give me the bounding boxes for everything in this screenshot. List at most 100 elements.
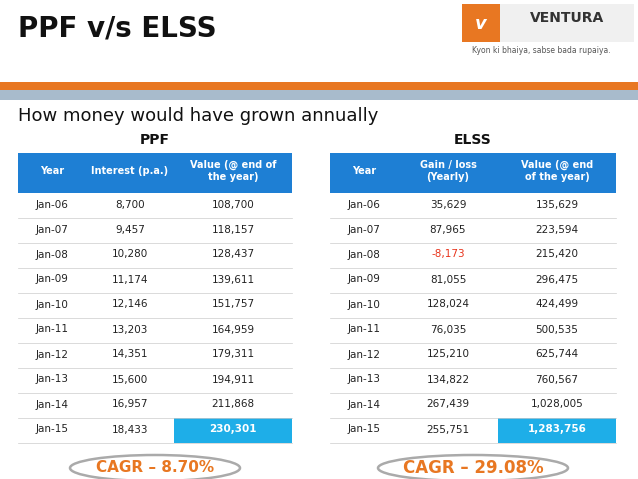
Text: 87,965: 87,965 [430, 225, 466, 235]
Bar [18, 268, 292, 293]
Bar [462, 4, 500, 42]
Text: 11,174: 11,174 [112, 274, 148, 285]
Bar [174, 418, 292, 443]
Text: 35,629: 35,629 [430, 199, 466, 209]
Text: 8,700: 8,700 [115, 199, 145, 209]
Bar [330, 193, 616, 218]
Text: 296,475: 296,475 [535, 274, 579, 285]
Text: 10,280: 10,280 [112, 250, 148, 260]
Bar [18, 153, 292, 193]
Text: 255,751: 255,751 [426, 424, 470, 434]
Text: 81,055: 81,055 [430, 274, 466, 285]
Text: Jan-14: Jan-14 [36, 399, 68, 410]
Text: 18,433: 18,433 [112, 424, 148, 434]
Text: PPF v/s ELSS: PPF v/s ELSS [18, 14, 217, 42]
Text: 12,146: 12,146 [112, 299, 148, 309]
Text: Jan-09: Jan-09 [36, 274, 68, 285]
Text: Kyon ki bhaiya, sabse bada rupaiya.: Kyon ki bhaiya, sabse bada rupaiya. [472, 46, 611, 55]
Text: Jan-11: Jan-11 [348, 324, 380, 334]
Text: 118,157: 118,157 [211, 225, 255, 235]
Text: 424,499: 424,499 [535, 299, 579, 309]
Bar [330, 318, 616, 343]
Ellipse shape [378, 455, 568, 479]
Text: 15,600: 15,600 [112, 375, 148, 385]
Text: VENTURA: VENTURA [530, 11, 604, 25]
Text: Jan-15: Jan-15 [348, 424, 380, 434]
Bar [462, 4, 634, 42]
Bar [330, 368, 616, 393]
Bar [0, 90, 638, 100]
Bar [330, 243, 616, 268]
Text: 76,035: 76,035 [430, 324, 466, 334]
Text: Jan-12: Jan-12 [36, 350, 68, 360]
Text: 134,822: 134,822 [426, 375, 470, 385]
Text: 125,210: 125,210 [426, 350, 470, 360]
Text: CAGR – 29.08%: CAGR – 29.08% [403, 459, 544, 477]
Bar [330, 418, 616, 443]
Bar [330, 293, 616, 318]
Text: 135,629: 135,629 [535, 199, 579, 209]
Text: How money would have grown annually: How money would have grown annually [18, 107, 378, 125]
Text: Value (@ end of
the year): Value (@ end of the year) [189, 160, 276, 182]
Bar [498, 418, 616, 443]
Text: Jan-08: Jan-08 [36, 250, 68, 260]
Text: Jan-10: Jan-10 [36, 299, 68, 309]
Text: 164,959: 164,959 [211, 324, 255, 334]
Text: 9,457: 9,457 [115, 225, 145, 235]
Bar [18, 193, 292, 218]
Text: 625,744: 625,744 [535, 350, 579, 360]
Text: 500,535: 500,535 [535, 324, 579, 334]
Bar [18, 418, 292, 443]
Text: ELSS: ELSS [454, 133, 492, 147]
Text: Jan-09: Jan-09 [348, 274, 380, 285]
Text: -8,173: -8,173 [431, 250, 465, 260]
Text: Jan-11: Jan-11 [36, 324, 68, 334]
Text: PPF: PPF [140, 133, 170, 147]
Bar [330, 268, 616, 293]
Text: Year: Year [40, 166, 64, 176]
Text: Jan-12: Jan-12 [348, 350, 380, 360]
Text: Interest (p.a.): Interest (p.a.) [91, 166, 168, 176]
Bar [18, 368, 292, 393]
Bar [18, 293, 292, 318]
Text: Gain / loss
(Yearly): Gain / loss (Yearly) [420, 160, 477, 182]
Text: 128,437: 128,437 [211, 250, 255, 260]
Bar [330, 218, 616, 243]
Text: 1,283,756: 1,283,756 [528, 424, 586, 434]
Text: 14,351: 14,351 [112, 350, 148, 360]
Text: Year: Year [352, 166, 376, 176]
Text: Jan-10: Jan-10 [348, 299, 380, 309]
Text: CAGR – 8.70%: CAGR – 8.70% [96, 460, 214, 476]
Text: Value (@ end
of the year): Value (@ end of the year) [521, 160, 593, 182]
Bar [18, 243, 292, 268]
Text: Jan-06: Jan-06 [348, 199, 380, 209]
Text: 1,028,005: 1,028,005 [531, 399, 583, 410]
Text: 151,757: 151,757 [211, 299, 255, 309]
Text: Jan-08: Jan-08 [348, 250, 380, 260]
Bar [0, 82, 638, 90]
Text: v: v [475, 15, 487, 33]
Text: Jan-07: Jan-07 [348, 225, 380, 235]
Text: 215,420: 215,420 [535, 250, 579, 260]
Ellipse shape [70, 455, 240, 479]
Bar [18, 343, 292, 368]
Text: 211,868: 211,868 [211, 399, 255, 410]
Bar [18, 218, 292, 243]
Text: 108,700: 108,700 [212, 199, 255, 209]
Bar [330, 343, 616, 368]
Text: 13,203: 13,203 [112, 324, 148, 334]
Text: 139,611: 139,611 [211, 274, 255, 285]
Text: 267,439: 267,439 [426, 399, 470, 410]
Text: Jan-14: Jan-14 [348, 399, 380, 410]
Bar [18, 393, 292, 418]
Text: 128,024: 128,024 [426, 299, 470, 309]
Text: 230,301: 230,301 [209, 424, 256, 434]
Text: 16,957: 16,957 [112, 399, 148, 410]
Bar [18, 318, 292, 343]
Text: 760,567: 760,567 [535, 375, 579, 385]
Bar [330, 393, 616, 418]
Text: 179,311: 179,311 [211, 350, 255, 360]
Text: 223,594: 223,594 [535, 225, 579, 235]
Bar [330, 153, 616, 193]
Text: Jan-15: Jan-15 [36, 424, 68, 434]
